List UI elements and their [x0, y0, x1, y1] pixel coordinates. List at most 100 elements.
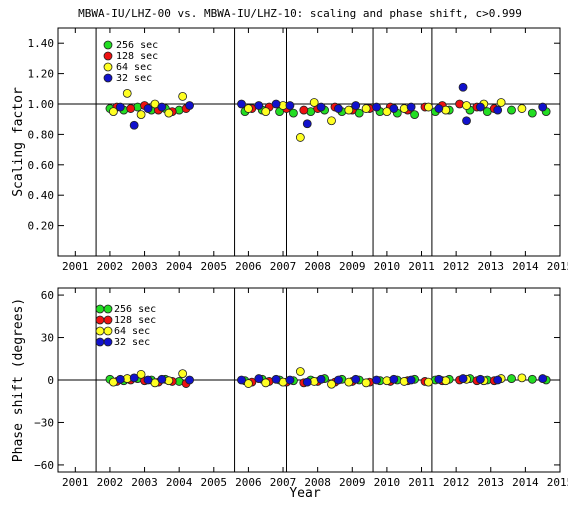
y-tick-label: 0.20 [28, 220, 55, 233]
data-point [271, 374, 281, 384]
data-point [462, 116, 471, 126]
panel-phase-shift: 2001 2002 2003 2004 2005 2006 2007 2008 2009 2010… [11, 287, 568, 489]
data-point [261, 378, 271, 388]
data-point [129, 120, 139, 130]
data-point [493, 375, 503, 385]
legend-marker [103, 326, 113, 336]
data-point [406, 102, 416, 112]
chart-title: MBWA-IU/LHZ-00 vs. MBWA-IU/LHZ-10: scali… [78, 7, 522, 20]
x-axis-label: Year [289, 486, 320, 501]
data-point [299, 105, 309, 115]
legend-marker [103, 337, 113, 347]
data-point [334, 375, 343, 385]
x-tick-label: 2007 [270, 260, 297, 273]
data-point [424, 102, 433, 112]
x-tick-label: 2015 [547, 260, 568, 273]
legend-label: 32 sec [116, 73, 152, 84]
legend-marker [103, 62, 113, 72]
data-point [237, 99, 246, 109]
legend-marker [95, 337, 105, 347]
data-point [316, 374, 326, 384]
data-point [129, 373, 139, 383]
data-point [496, 98, 506, 107]
data-point [475, 374, 485, 384]
y-tick-label: 60 [41, 289, 54, 302]
data-point [126, 104, 136, 113]
data-point [157, 102, 167, 112]
data-point [295, 133, 305, 142]
x-tick-label: 2010 [374, 476, 401, 489]
data-point [327, 116, 336, 126]
data-point [434, 104, 444, 113]
legend-marker [103, 315, 113, 325]
panel-scaling-factor: 2001 2002 2003 2004 2005 2006 2007 2008 2009 2010… [11, 27, 568, 273]
data-point [271, 99, 281, 109]
data-point [143, 375, 153, 385]
y-tick-label: 30 [41, 332, 54, 345]
data-point [389, 374, 399, 384]
data-point [334, 104, 343, 113]
data-point [372, 375, 381, 385]
y-axis-label: Scaling factor [11, 87, 26, 197]
x-tick-label: 2012 [443, 260, 470, 273]
data-point [475, 102, 485, 112]
data-point [372, 102, 381, 112]
legend-label: 64 sec [114, 326, 150, 337]
data-point [136, 369, 146, 379]
x-tick-label: 2007 [270, 476, 297, 489]
data-point [527, 374, 537, 384]
data-point [507, 374, 516, 383]
y-tick-label: −30 [34, 416, 54, 429]
y-axis-label: Phase shift (degrees) [11, 298, 26, 462]
y-tick-label: −60 [34, 459, 54, 472]
data-point [295, 367, 305, 376]
data-point [538, 374, 548, 383]
data-point [434, 374, 444, 384]
legend-label: 32 sec [114, 337, 150, 348]
data-point [185, 101, 194, 110]
x-tick-label: 2002 [97, 260, 124, 273]
data-point [185, 375, 194, 385]
data-point [410, 110, 419, 120]
plot-frame [57, 27, 561, 257]
data-point [389, 104, 399, 113]
data-point [351, 374, 361, 384]
data-point [316, 102, 326, 112]
legend-label: 128 sec [116, 51, 158, 62]
data-point [302, 119, 312, 129]
data-point [254, 374, 264, 383]
x-tick-label: 2013 [478, 260, 505, 273]
x-tick-label: 2006 [235, 476, 262, 489]
x-tick-label: 2011 [408, 260, 435, 273]
data-point [136, 110, 146, 120]
x-tick-label: 2009 [339, 260, 366, 273]
data-point [285, 101, 295, 110]
data-point [458, 82, 468, 92]
data-point [351, 101, 361, 110]
legend-marker [103, 40, 113, 50]
y-tick-label: 0 [47, 374, 54, 387]
x-tick-label: 2013 [478, 476, 505, 489]
legend-marker [95, 315, 105, 325]
x-tick-label: 2005 [201, 260, 228, 273]
legend-marker [103, 73, 113, 83]
data-point [115, 374, 125, 384]
data-point [108, 107, 118, 116]
data-point [244, 104, 253, 113]
x-tick-label: 2014 [512, 260, 539, 273]
x-tick-label: 2010 [374, 260, 401, 273]
x-tick-label: 2011 [408, 476, 435, 489]
data-point [237, 375, 246, 385]
data-point [361, 104, 371, 113]
x-tick-label: 2008 [304, 260, 331, 273]
data-point [517, 373, 527, 383]
legend-marker [95, 304, 105, 314]
data-point [527, 108, 537, 118]
data-point [361, 378, 371, 388]
data-point [462, 101, 471, 110]
legend-label: 64 sec [116, 62, 152, 73]
y-tick-label: 1.40 [28, 37, 55, 50]
